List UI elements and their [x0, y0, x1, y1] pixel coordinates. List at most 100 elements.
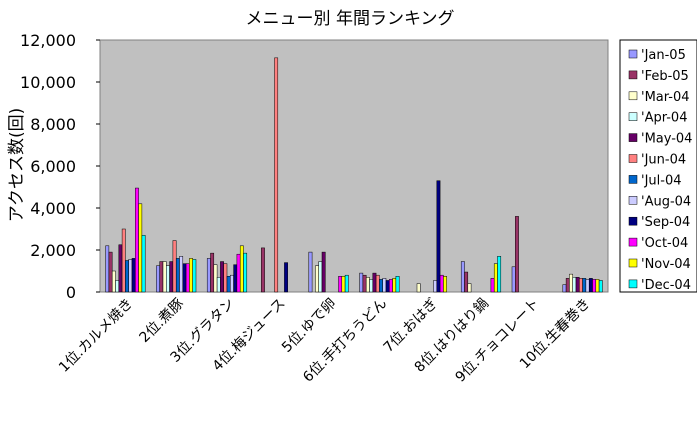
bar-7-10 [493, 263, 498, 293]
bar-0-11 [141, 235, 146, 293]
legend-label: 'May-04 [641, 132, 692, 147]
bar-8-0 [511, 266, 516, 293]
bar-2-9 [236, 253, 241, 293]
bar-9-2 [569, 273, 573, 293]
bar-9-7 [585, 279, 590, 293]
chart-title: メニュー別 年間ランキング [246, 9, 455, 29]
bar-2-8 [233, 264, 238, 293]
bar-4-11 [344, 274, 349, 293]
bar-3-5 [274, 57, 279, 293]
bar-2-2 [213, 264, 218, 293]
legend-label: 'Mar-04 [641, 90, 690, 105]
bar-5-6 [379, 279, 383, 293]
legend-label: 'Feb-05 [641, 69, 689, 84]
legend-swatch [628, 258, 638, 268]
bar-7-11 [497, 256, 502, 293]
bar-5-1 [362, 274, 367, 293]
bar-0-4 [118, 244, 123, 293]
bar-5-5 [375, 274, 380, 293]
bar-4-3 [318, 261, 323, 293]
bar-5-10 [392, 278, 397, 293]
bar-2-1 [210, 252, 215, 293]
bar-1-11 [192, 259, 197, 293]
bar-2-11 [243, 252, 248, 293]
x-tick-label: 1位.カルメ焼き [56, 296, 136, 376]
bar-1-0 [156, 265, 160, 293]
bar-2-4 [220, 261, 224, 293]
bar-1-10 [189, 258, 193, 293]
bar-0-10 [138, 203, 143, 293]
bar-9-10 [595, 279, 600, 293]
legend-swatch [628, 91, 638, 101]
bar-1-5 [172, 240, 177, 293]
bar-5-9 [389, 279, 393, 293]
legend-swatch [628, 112, 638, 121]
bar-6-2 [416, 283, 421, 293]
legend-swatch [628, 237, 638, 247]
legend-label: 'Jul-04 [641, 173, 682, 188]
legend-label: 'Jun-04 [641, 153, 686, 168]
bar-6-10 [443, 276, 447, 293]
legend-swatch [628, 175, 638, 184]
bar-4-10 [341, 276, 346, 293]
bar-0-9 [135, 187, 139, 293]
plot-area [99, 39, 609, 293]
bar-5-0 [359, 272, 364, 293]
bar-9-6 [582, 278, 587, 293]
y-tick-label: 2,000 [30, 241, 76, 260]
bar-1-2 [162, 261, 167, 293]
legend-label: 'Apr-04 [641, 111, 687, 126]
legend [619, 39, 697, 293]
bar-4-0 [308, 251, 313, 293]
legend-swatch [628, 154, 638, 163]
bar-1-8 [182, 263, 187, 293]
legend-label: 'Dec-04 [641, 278, 691, 293]
bar-0-1 [108, 251, 113, 293]
bar-7-2 [467, 283, 472, 293]
bar-7-0 [460, 261, 465, 293]
legend-label: 'Aug-04 [641, 194, 691, 209]
y-tick-label: 10,000 [20, 73, 76, 92]
bar-0-3 [115, 280, 120, 293]
bar-1-4 [169, 261, 174, 293]
bar-9-4 [575, 277, 580, 293]
x-axis-labels: 1位.カルメ焼き 2位.煮豚3位.グラタン4位.梅ジュース5位.ゆで卵6位.手打ち… [56, 295, 593, 386]
bar-0-8 [131, 258, 136, 293]
y-tick-label: 12,000 [20, 31, 76, 50]
bar-1-1 [159, 261, 164, 293]
y-axis-label: アクセス数(回) [7, 108, 27, 222]
bar-5-4 [372, 272, 377, 293]
legend-label: 'Sep-04 [641, 215, 690, 230]
y-axis-ticks: 0 2,000 4,000 6,000 8,000 10,000 12,000 [20, 31, 100, 302]
bar-7-1 [464, 271, 469, 293]
bar-5-11 [395, 276, 400, 293]
bar-8-1 [515, 216, 519, 293]
x-tick-label: 6位.手打ちうどん [299, 295, 390, 386]
bar-4-4 [321, 251, 326, 293]
bar-6-8 [436, 180, 441, 293]
y-tick-label: 8,000 [30, 115, 76, 134]
x-tick-label: 2位.煮豚 [137, 296, 187, 346]
bar-groups [105, 57, 603, 293]
legend-label: 'Nov-04 [641, 257, 691, 272]
bar-0-2 [111, 270, 116, 293]
legend-label: 'Oct-04 [641, 236, 688, 251]
bar-9-0 [562, 284, 567, 293]
legend-label: 'Jan-05 [641, 48, 686, 63]
legend-swatch [628, 49, 638, 59]
bar-7-9 [490, 278, 495, 293]
bar-5-7 [382, 278, 387, 293]
bar-5-8 [385, 280, 390, 293]
bar-0-5 [121, 228, 126, 293]
y-tick-label: 6,000 [30, 157, 76, 176]
y-tick-label: 0 [66, 283, 76, 302]
bar-1-6 [175, 258, 180, 293]
bar-9-8 [588, 278, 593, 293]
bar-2-7 [230, 274, 234, 293]
bar-1-9 [185, 263, 190, 293]
bar-1-3 [166, 265, 170, 293]
bar-0-7 [128, 259, 133, 293]
legend-items: 'Jan-05 'Feb-05 'Mar-04 'Apr-04 'May-04 'Jun-… [628, 48, 692, 293]
